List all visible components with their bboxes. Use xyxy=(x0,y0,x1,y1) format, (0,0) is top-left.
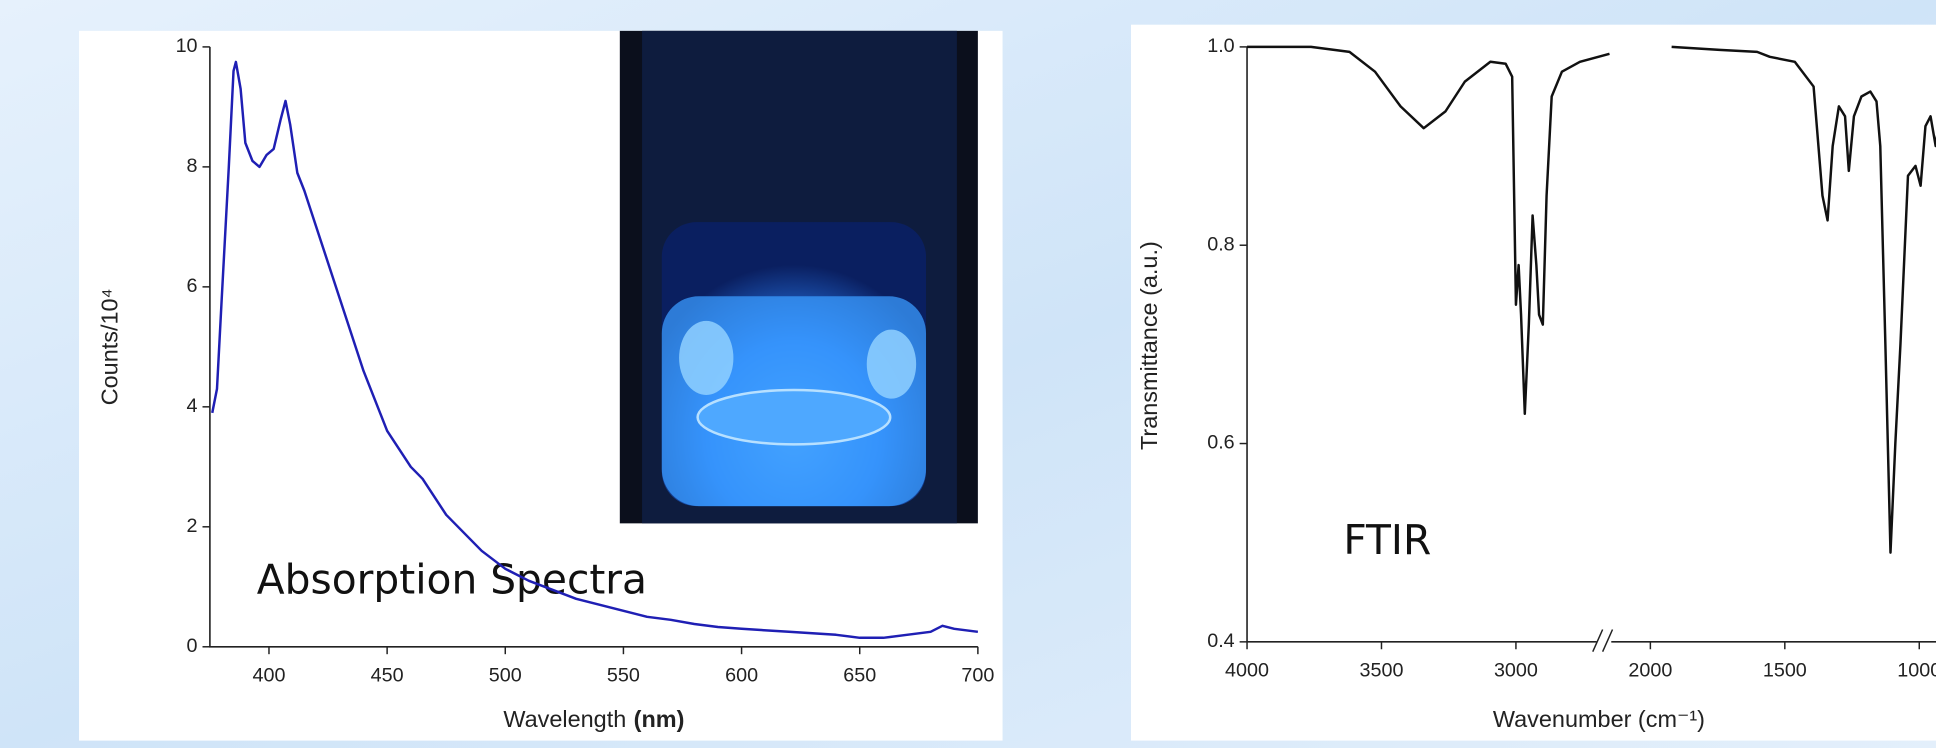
data-line xyxy=(211,60,979,640)
y-tick-label: 0.8 xyxy=(1207,233,1234,255)
y-tick-label: 6 xyxy=(187,275,198,297)
y-axis-label: Counts/10⁴ xyxy=(96,288,122,405)
x-tick-label: 600 xyxy=(725,665,758,687)
x-tick-label: 1000 xyxy=(1897,660,1936,682)
x-axis-unit: (nm) xyxy=(634,706,685,732)
x-axis-label: Wavenumber (cm⁻¹) xyxy=(1493,706,1705,732)
y-tick-label: 2 xyxy=(187,515,198,537)
y-tick-label: 0 xyxy=(187,635,198,657)
panel-right xyxy=(1130,24,1936,741)
y-tick-label: 1.0 xyxy=(1207,35,1234,57)
x-tick-label: 3500 xyxy=(1360,660,1404,682)
y-tick-label: 8 xyxy=(187,155,198,177)
x-tick-label: 4000 xyxy=(1225,660,1269,682)
y-axis-label: Transmittance (a.u.) xyxy=(1136,241,1162,450)
x-tick-label: 400 xyxy=(252,665,285,687)
x-axis-label: Wavelength (nm) xyxy=(503,706,684,732)
inset-photo xyxy=(619,30,978,524)
x-tick-label: 650 xyxy=(843,665,876,687)
x-tick-label: 3000 xyxy=(1494,660,1538,682)
axis-break xyxy=(1592,629,1614,653)
y-tick-label: 0.6 xyxy=(1207,432,1234,454)
y-tick-label: 0.4 xyxy=(1207,630,1234,652)
x-tick-label: 2000 xyxy=(1628,660,1672,682)
x-tick-label: 700 xyxy=(961,665,994,687)
x-tick-label: 550 xyxy=(607,665,640,687)
x-axis-label: Wavelength xyxy=(503,706,626,732)
x-tick-label: 1500 xyxy=(1763,660,1807,682)
x-tick-label: 450 xyxy=(371,665,404,687)
y-tick-label: 10 xyxy=(176,35,198,57)
annotation: FTIR xyxy=(1343,516,1431,564)
y-tick-label: 4 xyxy=(187,395,198,417)
annotation: Absorption Spectra xyxy=(257,556,647,604)
data-line xyxy=(1247,45,1936,554)
x-tick-label: 500 xyxy=(489,665,522,687)
